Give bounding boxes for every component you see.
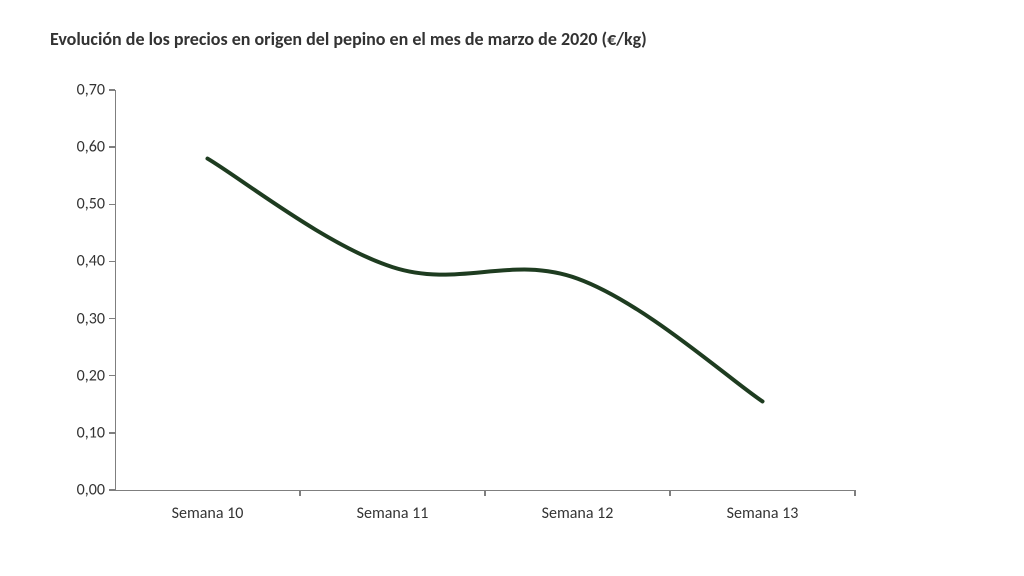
price-line bbox=[208, 159, 763, 402]
chart-container: Evolución de los precios en origen del p… bbox=[0, 0, 1024, 576]
line-layer bbox=[0, 0, 1024, 576]
